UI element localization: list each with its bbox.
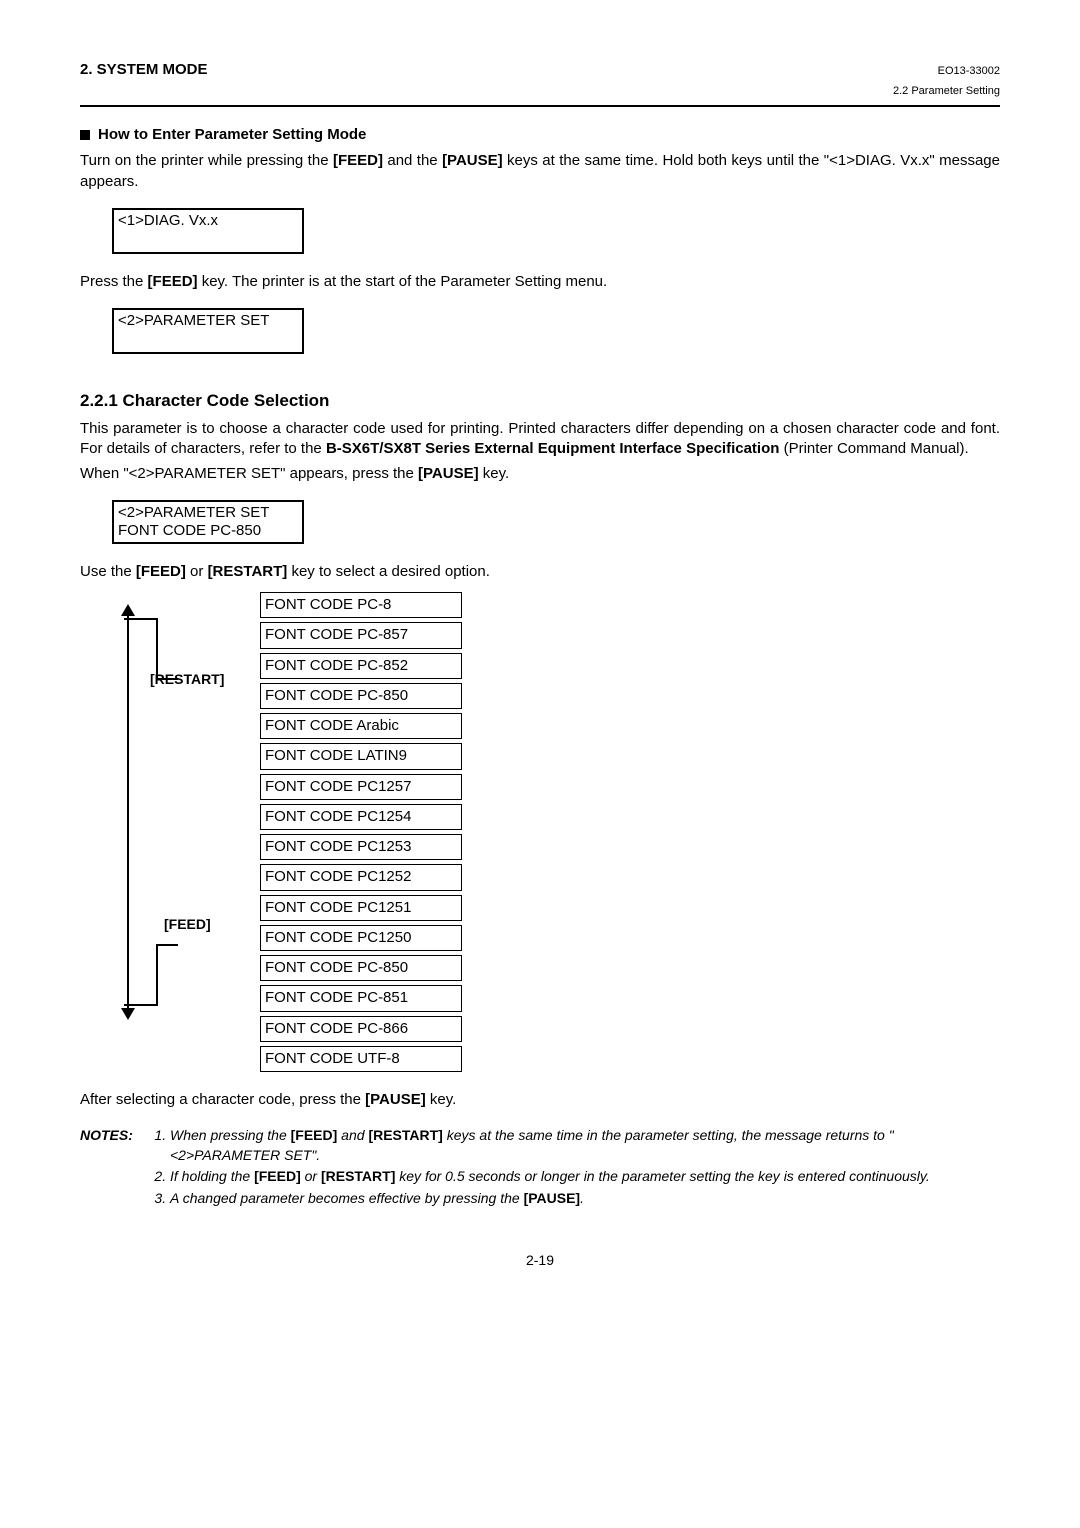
header-sub: 2.2 Parameter Setting: [80, 84, 1000, 99]
sec1-para2: Press the [FEED] key. The printer is at …: [80, 272, 1000, 292]
arrow-column: [RESTART] [FEED]: [110, 592, 260, 1032]
branch-top-v: [156, 618, 158, 678]
sec1-para1: Turn on the printer while pressing the […: [80, 151, 1000, 192]
section-2-title: 2.2.1 Character Code Selection: [80, 390, 1000, 413]
option-item: FONT CODE PC-852: [260, 653, 462, 679]
sec1-p1a: Turn on the printer while pressing the: [80, 152, 333, 169]
lcd-display-1: <1>DIAG. Vx.x: [112, 208, 304, 254]
key-pause-3: [PAUSE]: [365, 1091, 426, 1108]
n2a: If holding the: [170, 1168, 254, 1184]
arrow-line-box: [114, 602, 142, 1022]
n1-feed: [FEED]: [291, 1127, 338, 1143]
arrow-vertical-line: [127, 612, 129, 1016]
sec2-p2a: When "<2>PARAMETER SET" appears, press t…: [80, 465, 418, 482]
sec2-bold1: B-SX6T/SX8T Series External Equipment In…: [326, 440, 779, 457]
n2-feed: [FEED]: [254, 1168, 301, 1184]
option-item: FONT CODE PC-851: [260, 985, 462, 1011]
section-1-title: How to Enter Parameter Setting Mode: [80, 125, 1000, 145]
arrow-down-icon: [121, 1008, 135, 1020]
lcd2-text: <2>PARAMETER SET: [118, 312, 269, 329]
option-item: FONT CODE PC1253: [260, 834, 462, 860]
sec1-p2a: Press the: [80, 273, 148, 290]
key-restart: [RESTART]: [208, 563, 288, 580]
square-bullet-icon: [80, 130, 90, 140]
notes-block: NOTES: When pressing the [FEED] and [RES…: [80, 1126, 1000, 1210]
lcd3-line2: FONT CODE PC-850: [118, 522, 296, 540]
sec2-p3c: key to select a desired option.: [287, 563, 490, 580]
sec2-p3a: Use the: [80, 563, 136, 580]
sec2-para1: This parameter is to choose a character …: [80, 419, 1000, 460]
sec2-para3: Use the [FEED] or [RESTART] key to selec…: [80, 562, 1000, 582]
branch-bot-h2: [156, 944, 178, 946]
sec2-p1b: (Printer Command Manual).: [779, 440, 968, 457]
sec1-p1b: and the: [383, 152, 442, 169]
note-2: If holding the [FEED] or [RESTART] key f…: [170, 1167, 1000, 1187]
option-item: FONT CODE PC-857: [260, 622, 462, 648]
n3-pause: [PAUSE]: [524, 1190, 581, 1206]
option-item: FONT CODE PC1254: [260, 804, 462, 830]
key-feed-2: [FEED]: [148, 273, 198, 290]
n1b: and: [337, 1127, 368, 1143]
page-header: 2. SYSTEM MODE EO13-33002: [80, 60, 1000, 80]
option-item: FONT CODE PC1251: [260, 895, 462, 921]
n3b: .: [580, 1190, 584, 1206]
option-item: FONT CODE Arabic: [260, 713, 462, 739]
key-pause: [PAUSE]: [442, 152, 503, 169]
option-item: FONT CODE PC-850: [260, 955, 462, 981]
section-1-title-text: How to Enter Parameter Setting Mode: [98, 126, 366, 143]
option-selector: [RESTART] [FEED] FONT CODE PC-8FONT CODE…: [110, 592, 1000, 1076]
branch-bot-v: [156, 946, 158, 1006]
arrow-label-restart: [RESTART]: [150, 670, 224, 689]
n2c: key for 0.5 seconds or longer in the par…: [395, 1168, 929, 1184]
sec2-p4b: key.: [426, 1091, 457, 1108]
option-item: FONT CODE LATIN9: [260, 743, 462, 769]
lcd-display-2: <2>PARAMETER SET: [112, 308, 304, 354]
header-rule: [80, 105, 1000, 107]
header-left: 2. SYSTEM MODE: [80, 60, 208, 80]
sec2-p2b: key.: [479, 465, 510, 482]
option-item: FONT CODE PC-850: [260, 683, 462, 709]
n1a: When pressing the: [170, 1127, 291, 1143]
option-item: FONT CODE PC-866: [260, 1016, 462, 1042]
lcd1-text: <1>DIAG. Vx.x: [118, 212, 218, 229]
page-number: 2-19: [80, 1251, 1000, 1270]
option-item: FONT CODE PC1252: [260, 864, 462, 890]
lcd3-line1: <2>PARAMETER SET: [118, 504, 296, 522]
sec2-p4a: After selecting a character code, press …: [80, 1091, 365, 1108]
arrow-label-feed: [FEED]: [164, 915, 211, 934]
n2-restart: [RESTART]: [321, 1168, 395, 1184]
key-feed-3: [FEED]: [136, 563, 186, 580]
options-list: FONT CODE PC-8 FONT CODE PC-857 FONT CODE …: [260, 592, 462, 1076]
branch-bot-h1: [124, 1004, 158, 1006]
header-right: EO13-33002: [938, 64, 1000, 79]
sec2-p3b: or: [186, 563, 208, 580]
sec1-p2b: key. The printer is at the start of the …: [198, 273, 608, 290]
n3a: A changed parameter becomes effective by…: [170, 1190, 524, 1206]
n2b: or: [301, 1168, 321, 1184]
sec2-para4: After selecting a character code, press …: [80, 1090, 1000, 1110]
notes-label: NOTES:: [80, 1126, 150, 1146]
branch-top-h1: [124, 618, 158, 620]
lcd-display-3: <2>PARAMETER SET FONT CODE PC-850: [112, 500, 304, 544]
key-feed: [FEED]: [333, 152, 383, 169]
option-item: FONT CODE UTF-8: [260, 1046, 462, 1072]
option-item: FONT CODE PC-8: [260, 592, 462, 618]
option-item: FONT CODE PC1250: [260, 925, 462, 951]
sec2-para2: When "<2>PARAMETER SET" appears, press t…: [80, 464, 1000, 484]
n1-restart: [RESTART]: [368, 1127, 442, 1143]
note-3: A changed parameter becomes effective by…: [170, 1189, 1000, 1209]
note-1: When pressing the [FEED] and [RESTART] k…: [170, 1126, 1000, 1165]
option-item: FONT CODE PC1257: [260, 774, 462, 800]
key-pause-2: [PAUSE]: [418, 465, 479, 482]
